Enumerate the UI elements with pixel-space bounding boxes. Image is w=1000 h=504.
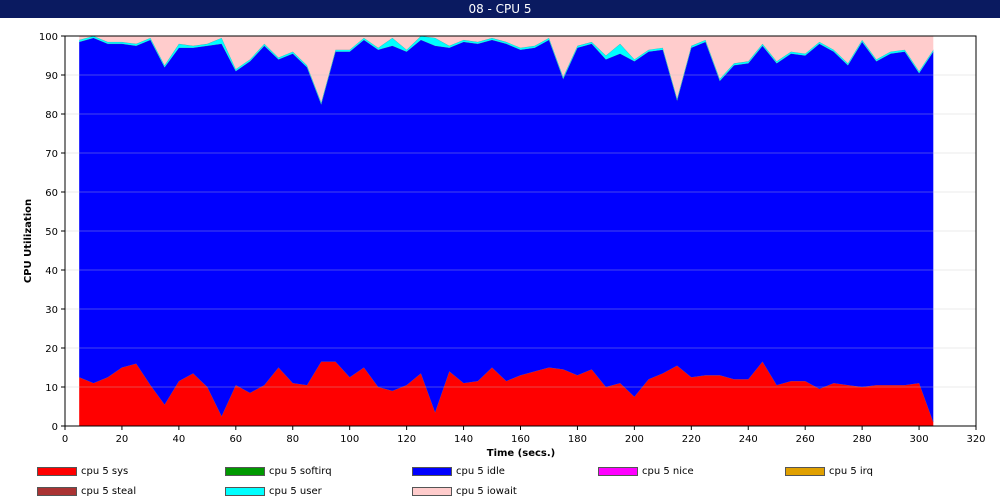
legend-item-cpu-5-nice: cpu 5 nice [598, 466, 694, 478]
x-tick-label: 120 [397, 434, 416, 445]
y-tick-label: 10 [45, 383, 58, 394]
legend-label: cpu 5 steal [81, 486, 137, 497]
legend-label: cpu 5 nice [642, 466, 694, 477]
y-tick-label: 70 [45, 149, 58, 160]
y-tick-label: 90 [45, 71, 58, 82]
x-axis-label: Time (secs.) [487, 448, 556, 459]
area-cpu-5-user [79, 36, 934, 105]
legend-label: cpu 5 iowait [456, 486, 517, 497]
y-tick-label: 100 [39, 32, 58, 43]
legend-item-cpu-5-steal: cpu 5 steal [37, 486, 136, 498]
y-tick-label: 20 [45, 344, 58, 355]
legend-label: cpu 5 user [269, 486, 322, 497]
x-tick-label: 200 [625, 434, 644, 445]
legend-swatch [412, 466, 452, 476]
x-tick-label: 180 [568, 434, 587, 445]
x-tick-label: 100 [340, 434, 359, 445]
x-tick-label: 60 [229, 434, 242, 445]
legend-item-cpu-5-user: cpu 5 user [225, 486, 322, 498]
legend-swatch [598, 466, 638, 476]
x-tick-label: 80 [286, 434, 299, 445]
legend-label: cpu 5 idle [456, 466, 505, 477]
x-tick-label: 140 [454, 434, 473, 445]
x-tick-label: 40 [173, 434, 186, 445]
legend-swatch [225, 486, 265, 496]
x-tick-label: 0 [62, 434, 68, 445]
legend-item-cpu-5-idle: cpu 5 idle [412, 466, 505, 478]
x-tick-label: 280 [853, 434, 872, 445]
y-axis-label: CPU Utilization [23, 199, 34, 283]
legend-item-cpu-5-softirq: cpu 5 softirq [225, 466, 332, 478]
legend-swatch [37, 466, 77, 476]
legend-swatch [785, 466, 825, 476]
legend-swatch [37, 486, 77, 496]
legend-label: cpu 5 sys [81, 466, 129, 477]
area-cpu-5-idle [79, 37, 934, 423]
legend-item-cpu-5-sys: cpu 5 sys [37, 466, 128, 478]
y-tick-label: 50 [45, 227, 58, 238]
y-tick-label: 40 [45, 266, 58, 277]
legend-label: cpu 5 irq [829, 466, 873, 477]
legend-swatch [412, 486, 452, 496]
x-tick-label: 220 [682, 434, 701, 445]
y-tick-label: 80 [45, 110, 58, 121]
x-tick-label: 160 [511, 434, 530, 445]
x-tick-label: 260 [796, 434, 815, 445]
x-tick-label: 300 [910, 434, 929, 445]
cpu-utilization-chart: 0 20 40 60 80 100 120 140 160 180 200 220 240 260 280 3… [23, 32, 986, 459]
legend-item-cpu-5-iowait: cpu 5 iowait [412, 486, 517, 498]
y-tick-label: 0 [52, 422, 58, 433]
legend-label: cpu 5 softirq [269, 466, 332, 477]
x-tick-label: 320 [966, 434, 985, 445]
y-tick-label: 60 [45, 188, 58, 199]
y-tick-label: 30 [45, 305, 58, 316]
x-tick-label: 240 [739, 434, 758, 445]
legend-item-cpu-5-irq: cpu 5 irq [785, 466, 873, 478]
tick-labels: 0 20 40 60 80 100 120 140 160 180 200 220 240 260 280 3… [39, 32, 986, 445]
legend-swatch [225, 466, 265, 476]
area-cpu-5-iowait [79, 36, 934, 103]
window-title: 08 - CPU 5 [0, 0, 1000, 18]
area-cpu-5-sys [79, 361, 934, 426]
x-tick-label: 20 [116, 434, 129, 445]
grid-lines [65, 74, 976, 388]
